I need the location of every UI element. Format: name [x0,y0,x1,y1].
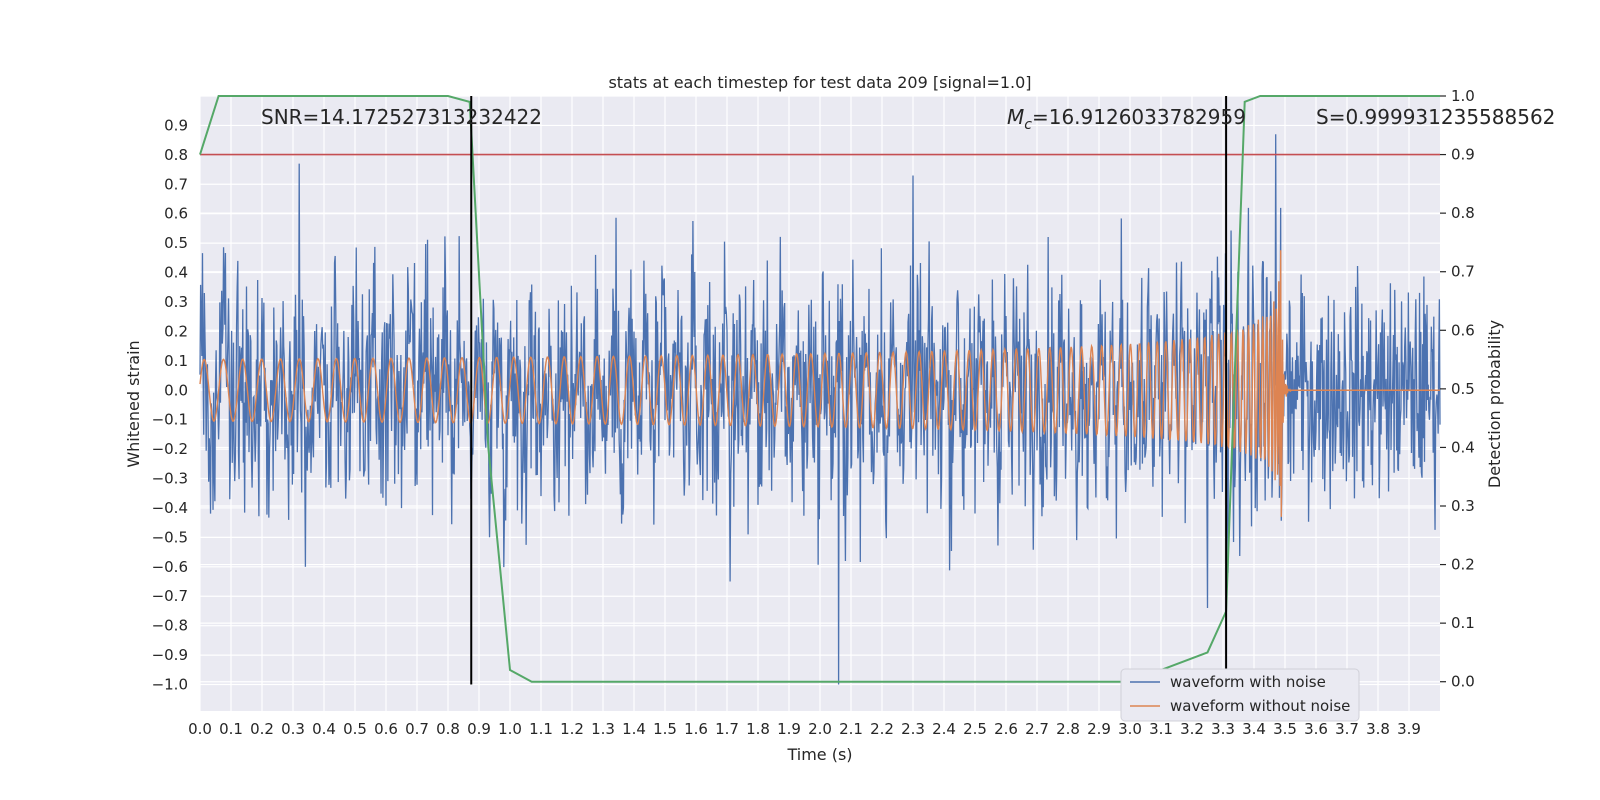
y-tick-label: −0.1 [152,411,188,429]
y-tick-label: 0.8 [164,146,188,164]
y-tick-label: 0.9 [164,116,188,134]
y-tick-label: −1.0 [152,676,188,694]
x-tick-label: 3.2 [1180,720,1204,738]
x-tick-label: 2.3 [901,720,925,738]
x-tick-label: 3.9 [1397,720,1421,738]
chirp-mass-annotation: Mc=16.9126033782959 [1007,105,1246,133]
y2-tick-label: 0.0 [1451,673,1475,691]
x-tick-label: 2.6 [994,720,1018,738]
x-tick-label: 1.9 [777,720,801,738]
x-tick-label: 0.6 [374,720,398,738]
x-tick-label: 3.8 [1366,720,1390,738]
y2-tick-label: 0.9 [1451,146,1475,164]
y2-tick-label: 0.5 [1451,380,1475,398]
chirp-mass-subscript: c [1024,117,1032,133]
x-tick-label: 0.0 [188,720,212,738]
y-tick-label: −0.7 [152,587,188,605]
y-tick-label: 0.3 [164,293,188,311]
y-tick-label: 0.0 [164,381,188,399]
snr-annotation: SNR=14.172527313232422 [261,105,542,129]
chirp-mass-symbol: M [1007,105,1024,129]
series-waveform-with-noise [199,134,1441,685]
x-tick-label: 0.5 [343,720,367,738]
x-tick-label: 2.1 [839,720,863,738]
y2-tick-label: 0.3 [1451,497,1475,515]
x-tick-label: 3.4 [1242,720,1266,738]
x-tick-label: 2.4 [932,720,956,738]
y-tick-label: 0.1 [164,352,188,370]
x-tick-label: 1.6 [684,720,708,738]
y2-tick-label: 0.2 [1451,556,1475,574]
y-tick-label: −0.6 [152,558,188,576]
x-tick-label: 2.7 [1025,720,1049,738]
x-tick-label: 3.3 [1211,720,1235,738]
y-tick-label: −0.4 [152,499,188,517]
x-tick-label: 1.7 [715,720,739,738]
x-tick-label: 1.1 [529,720,553,738]
x-tick-label: 1.8 [746,720,770,738]
y2-axis-label: Detection probability [1485,320,1504,488]
series-detection-probability [199,95,1440,683]
x-tick-label: 1.2 [560,720,584,738]
y-tick-label: 0.4 [164,264,188,282]
legend-label-clean: waveform without noise [1170,697,1350,715]
x-tick-label: 3.7 [1335,720,1359,738]
y-tick-label: −0.3 [152,470,188,488]
x-tick-label: 1.5 [653,720,677,738]
x-tick-label: 1.3 [591,720,615,738]
x-tick-label: 0.7 [405,720,429,738]
x-tick-label: 0.2 [250,720,274,738]
x-tick-label: 0.4 [312,720,336,738]
x-tick-label: 2.2 [870,720,894,738]
y2-tick-label: 0.4 [1451,438,1475,456]
x-tick-label: 0.9 [467,720,491,738]
y2-tick-label: 1.0 [1451,87,1475,105]
y2-tick-label: 0.6 [1451,321,1475,339]
chart-title: stats at each timestep for test data 209… [608,73,1031,92]
y-tick-label: 0.6 [164,205,188,223]
x-tick-label: 3.6 [1304,720,1328,738]
chirp-mass-value: =16.9126033782959 [1032,105,1246,129]
y-tick-label: 0.2 [164,322,188,340]
grid [199,95,1440,711]
y-tick-label: −0.5 [152,528,188,546]
y-tick-label: −0.9 [152,646,188,664]
legend-label-noisy: waveform with noise [1170,673,1326,691]
x-tick-label: 1.4 [622,720,646,738]
y-tick-label: 0.5 [164,234,188,252]
x-tick-label: 3.1 [1149,720,1173,738]
legend-box [1120,668,1360,722]
s-annotation: S=0.999931235588562 [1316,105,1555,129]
ticks: 0.0 0.1 0.2 0.3 0.4 0.5 0.6 0.7 0.8 0.9 1.0 1.1 1.2 1… [152,87,1475,738]
y2-tick-label: 0.1 [1451,614,1475,632]
x-tick-label: 2.8 [1056,720,1080,738]
x-tick-label: 2.9 [1087,720,1111,738]
x-tick-label: 3.5 [1273,720,1297,738]
y-axis-label: Whitened strain [124,340,143,467]
x-tick-label: 1.0 [498,720,522,738]
x-tick-label: 3.0 [1118,720,1142,738]
x-tick-label: 0.3 [281,720,305,738]
x-tick-label: 0.8 [436,720,460,738]
y2-tick-label: 0.8 [1451,204,1475,222]
x-tick-label: 0.1 [219,720,243,738]
legend: waveform with noise waveform without noi… [1120,668,1360,722]
y2-tick-label: 0.7 [1451,263,1475,281]
series-layer [199,95,1441,685]
y-tick-label: −0.2 [152,440,188,458]
x-axis-label: Time (s) [786,745,852,764]
x-tick-label: 2.0 [808,720,832,738]
y-tick-label: −0.8 [152,617,188,635]
y-tick-label: 0.7 [164,175,188,193]
x-tick-label: 2.5 [963,720,987,738]
